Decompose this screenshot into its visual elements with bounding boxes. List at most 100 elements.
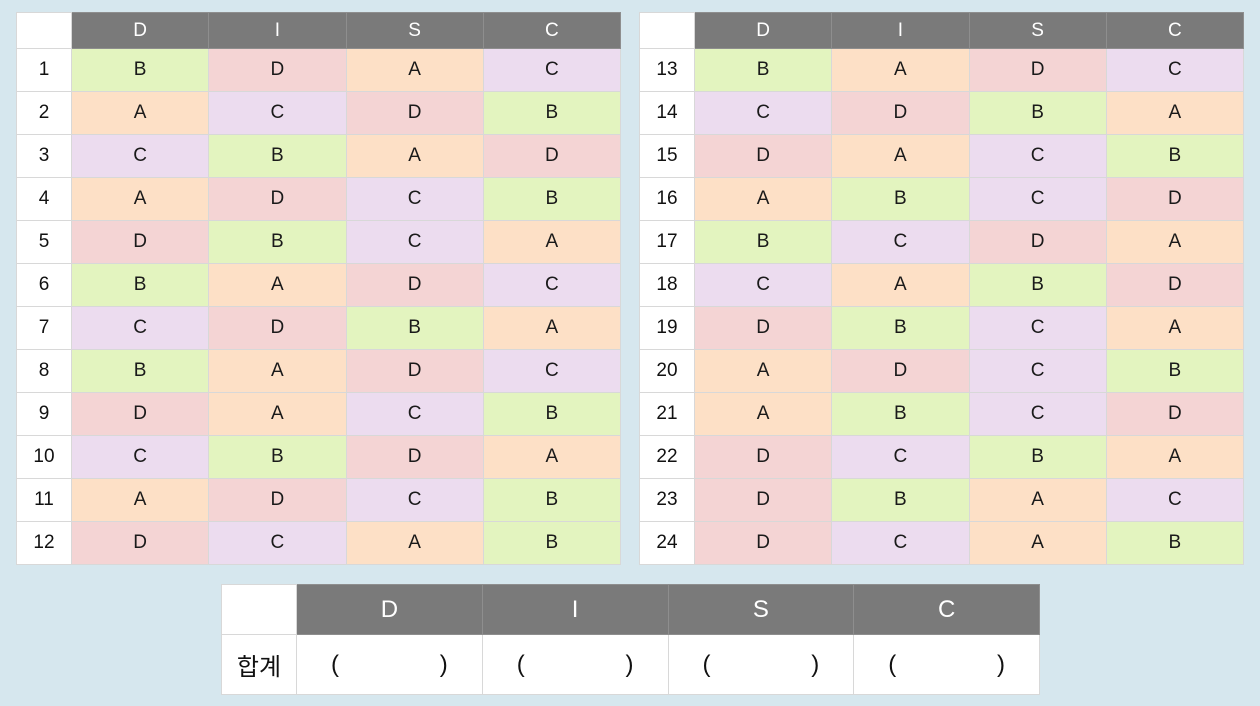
answer-cell-i: D: [208, 48, 347, 92]
answer-cell-c: A: [482, 220, 622, 264]
summary-header-d: D: [296, 584, 483, 635]
total-i-field[interactable]: (): [481, 634, 669, 695]
answer-cell-c: B: [1105, 134, 1245, 178]
answer-cell-i: A: [208, 263, 347, 307]
table-row: 18 C A B D: [639, 263, 1245, 307]
answer-cell-c: B: [482, 392, 622, 436]
table-header-row: D I S C: [639, 12, 1245, 49]
row-number: 6: [16, 263, 72, 307]
row-number: 21: [639, 392, 695, 436]
close-paren: ): [997, 650, 1005, 678]
row-number: 23: [639, 478, 695, 522]
answer-cell-i: A: [831, 48, 970, 92]
answer-cell-c: C: [1105, 478, 1245, 522]
answer-cell-d: C: [70, 435, 210, 479]
header-s: S: [345, 12, 484, 49]
answer-cell-d: B: [693, 48, 833, 92]
answer-cell-i: A: [208, 392, 347, 436]
answer-cell-i: A: [831, 263, 970, 307]
answer-cell-c: C: [482, 48, 622, 92]
answer-cell-d: C: [70, 306, 210, 350]
answer-cell-i: D: [208, 478, 347, 522]
summary-table: D I S C 합계 () () () (): [221, 584, 1040, 695]
table-row: 12 D C A B: [16, 521, 622, 565]
answer-cell-c: D: [1105, 392, 1245, 436]
answer-cell-d: C: [693, 263, 833, 307]
table-row: 15 D A C B: [639, 134, 1245, 178]
answer-cell-c: B: [482, 177, 622, 221]
row-number: 7: [16, 306, 72, 350]
row-number: 20: [639, 349, 695, 393]
corner-cell: [221, 584, 297, 635]
answer-cell-d: D: [693, 521, 833, 565]
answer-cell-i: B: [208, 435, 347, 479]
answer-cell-d: B: [70, 349, 210, 393]
total-d-field[interactable]: (): [296, 634, 483, 695]
table-row: 11 A D C B: [16, 478, 622, 522]
table-row: 14 C D B A: [639, 91, 1245, 135]
answer-cell-d: A: [693, 392, 833, 436]
answer-cell-s: D: [345, 263, 484, 307]
answer-table-right: D I S C 13 B A D C 14 C D B A 15 D A C B 16 A B C D 17 B C D A 18…: [639, 12, 1245, 565]
answer-cell-i: C: [831, 521, 970, 565]
answer-cell-c: C: [1105, 48, 1245, 92]
answer-cell-c: A: [1105, 91, 1245, 135]
answer-cell-i: D: [831, 349, 970, 393]
answer-cell-i: B: [831, 306, 970, 350]
header-c: C: [1105, 12, 1245, 49]
answer-cell-d: C: [70, 134, 210, 178]
answer-cell-c: B: [1105, 521, 1245, 565]
answer-cell-s: C: [345, 220, 484, 264]
total-c-field[interactable]: (): [853, 634, 1040, 695]
answer-cell-i: C: [831, 220, 970, 264]
row-number: 14: [639, 91, 695, 135]
table-row: 23 D B A C: [639, 478, 1245, 522]
open-paren: (: [516, 650, 525, 678]
answer-cell-c: A: [1105, 306, 1245, 350]
row-number: 3: [16, 134, 72, 178]
row-number: 24: [639, 521, 695, 565]
row-number: 11: [16, 478, 72, 522]
corner-cell: [639, 12, 695, 49]
answer-cell-s: C: [968, 177, 1107, 221]
answer-cell-d: D: [693, 435, 833, 479]
answer-cell-c: B: [482, 91, 622, 135]
summary-header-row: D I S C: [221, 584, 1040, 635]
answer-cell-s: C: [968, 306, 1107, 350]
answer-cell-d: D: [693, 478, 833, 522]
close-paren: ): [439, 650, 448, 678]
answer-cell-s: C: [345, 392, 484, 436]
answer-cell-d: A: [693, 177, 833, 221]
answer-cell-s: B: [968, 91, 1107, 135]
answer-cell-s: B: [968, 435, 1107, 479]
answer-cell-d: B: [70, 263, 210, 307]
answer-cell-i: C: [208, 91, 347, 135]
summary-row-label: 합계: [221, 634, 297, 695]
table-row: 20 A D C B: [639, 349, 1245, 393]
row-number: 12: [16, 521, 72, 565]
answer-cell-s: B: [968, 263, 1107, 307]
row-number: 5: [16, 220, 72, 264]
answer-cell-d: D: [70, 392, 210, 436]
answer-cell-i: C: [831, 435, 970, 479]
answer-cell-s: B: [345, 306, 484, 350]
table-row: 22 D C B A: [639, 435, 1245, 479]
answer-cell-d: B: [70, 48, 210, 92]
close-paren: ): [625, 650, 634, 678]
answer-cell-c: A: [482, 306, 622, 350]
row-number: 10: [16, 435, 72, 479]
total-s-field[interactable]: (): [667, 634, 855, 695]
answer-cell-c: D: [1105, 177, 1245, 221]
summary-header-i: I: [481, 584, 669, 635]
answer-cell-c: C: [482, 349, 622, 393]
answer-cell-s: D: [345, 349, 484, 393]
answer-cell-c: A: [1105, 220, 1245, 264]
header-i: I: [208, 12, 347, 49]
answer-cell-d: B: [693, 220, 833, 264]
header-d: D: [693, 12, 833, 49]
answer-cell-c: A: [482, 435, 622, 479]
